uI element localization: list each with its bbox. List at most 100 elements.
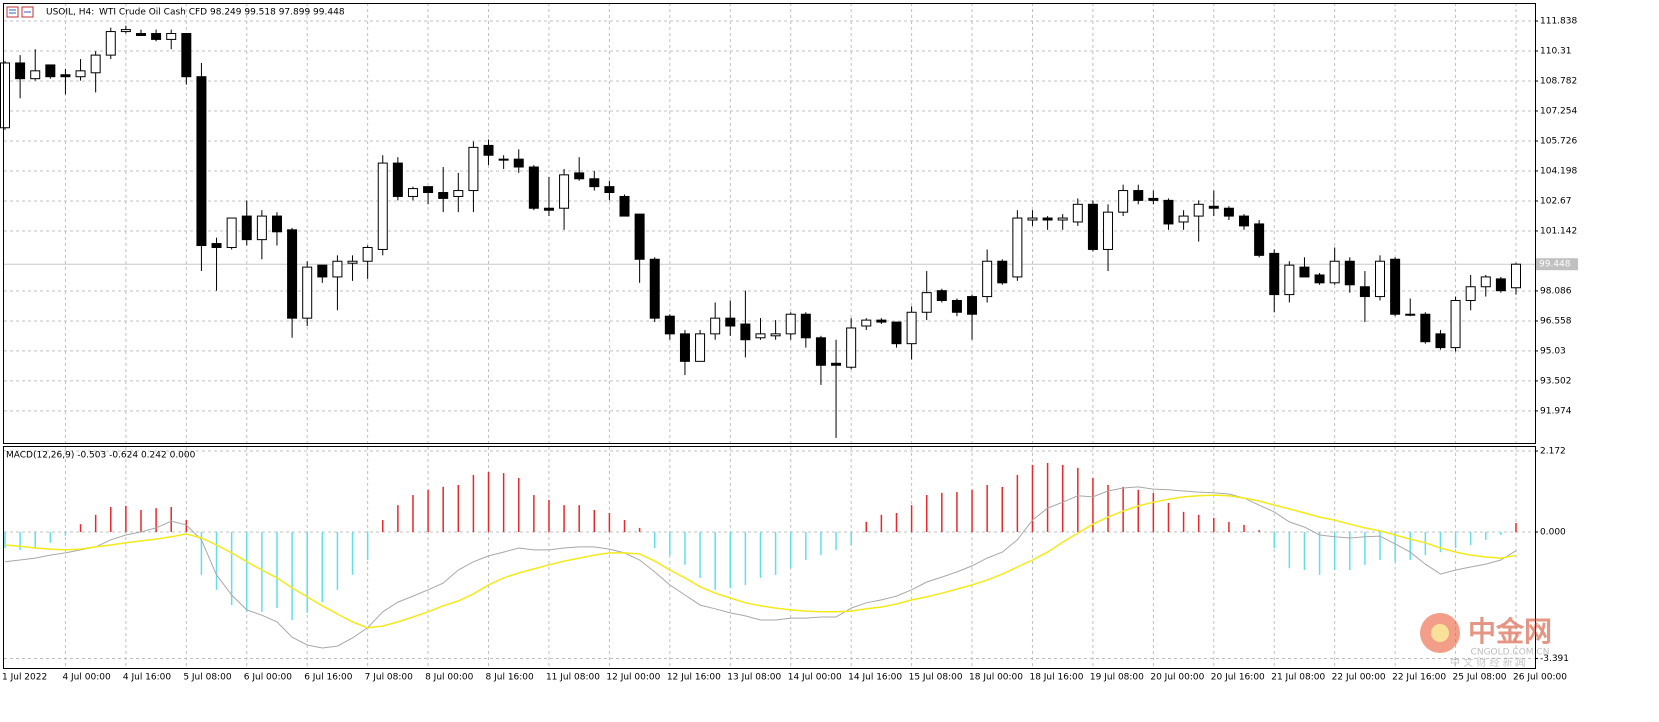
candle-body [770,333,781,337]
candle-body [60,74,71,78]
x-tick-label: 7 Jul 08:00 [365,673,414,683]
y-tick-label: 95.03 [1540,346,1566,356]
candle-body [1465,286,1476,301]
y-tick-label: 91.974 [1540,406,1572,416]
candle-body [347,260,358,264]
candle-body [634,213,645,260]
watermark-tagline: 中 文 财 经 新 闻 [1450,656,1526,669]
candle-body [1405,313,1416,316]
candle-body [619,195,630,217]
x-tick-label: 12 Jul 00:00 [606,673,660,683]
y-tick-label: -3.391 [1540,654,1569,664]
x-tick-label: 18 Jul 16:00 [1029,673,1083,683]
x-tick-label: 8 Jul 16:00 [486,673,535,683]
candle-body [438,192,449,199]
candle-body [498,158,509,161]
candle-body [1420,313,1431,343]
y-tick-label: 0.000 [1540,527,1566,537]
candle-body [876,319,887,323]
candle-body [1269,252,1280,296]
candle-body [1178,215,1189,223]
candle-body [1254,223,1265,256]
candle-body [1375,260,1386,298]
candle-body [1118,190,1129,213]
x-tick-label: 20 Jul 00:00 [1150,673,1204,683]
x-tick-label: 1 Jul 2022 [2,673,47,683]
candle-body [982,260,993,298]
x-tick-label: 25 Jul 08:00 [1453,673,1507,683]
candle-body [1511,263,1521,289]
candle-body [710,317,721,335]
x-tick-label: 15 Jul 08:00 [909,673,963,683]
candle-body [453,190,464,197]
y-tick-label: 104.198 [1540,166,1577,176]
candle-body [105,31,116,56]
candle-body [543,207,554,211]
candle-body [559,174,570,209]
candle-body [1148,197,1159,201]
candle-body [1299,266,1310,278]
candle-body [45,64,56,78]
x-tick-label: 4 Jul 00:00 [62,673,111,683]
x-tick-label: 5 Jul 08:00 [183,673,232,683]
candle-body [483,144,494,156]
x-tick-label: 6 Jul 00:00 [244,673,293,683]
watermark-site: CNGOLD.COM.CN [1471,648,1550,658]
candle-body [1450,299,1461,349]
candle-body [1087,203,1098,250]
candle-body [936,290,947,301]
watermark-logo-inner [1431,624,1449,642]
candle-body [377,162,388,250]
x-tick-label: 14 Jul 16:00 [848,673,902,683]
candle-body [317,264,328,278]
candle-body [891,321,902,345]
y-tick-label: 102.67 [1540,196,1572,206]
candle-body [392,162,403,197]
macd-line [4,486,1517,649]
candle-body [679,333,690,362]
candle-body [1329,260,1340,284]
watermark: 中金网 CNGOLD.COM.CN 中 文 财 经 新 闻 [1420,613,1552,669]
candle-body [1027,217,1038,221]
x-tick-label: 8 Jul 00:00 [425,673,474,683]
y-tick-label: 111.838 [1540,17,1577,27]
x-tick-label: 26 Jul 00:00 [1513,673,1567,683]
x-tick-label: 20 Jul 16:00 [1211,673,1265,683]
candle-body [921,292,932,313]
candle-body [574,172,585,180]
macd-pane-frame [3,446,1536,669]
candle-body [755,333,766,339]
candle-body [906,311,917,345]
candle-body [1057,217,1068,221]
candle-body [1359,286,1370,298]
candle-body [332,260,343,278]
candle-body [151,33,162,40]
candle-body [815,337,826,366]
price-pane-frame [3,3,1536,444]
candle-body [271,215,282,233]
candle-body [362,246,373,262]
y-tick-label: 108.782 [1540,76,1577,86]
x-tick-label: 13 Jul 08:00 [727,673,781,683]
candle-body [1435,333,1446,349]
candle-body [30,70,41,80]
candle-body [831,362,842,366]
x-tick-label: 12 Jul 16:00 [667,673,721,683]
candle-body [181,33,192,78]
candle-body [302,266,313,319]
candle-body [846,327,857,368]
candle-body [951,299,962,313]
candle-body [861,319,872,327]
x-tick-label: 6 Jul 16:00 [304,673,353,683]
candle-body [1103,211,1114,250]
candle-body [589,178,600,188]
candle-body [15,62,26,80]
candle-body [1314,274,1325,284]
candle-body [135,33,146,36]
candle-body [800,313,811,339]
candle-body [1193,203,1204,217]
candle-body [75,70,86,78]
x-tick-label: 22 Jul 00:00 [1332,673,1386,683]
candle-body [1284,264,1295,296]
candle-body [1072,203,1083,223]
